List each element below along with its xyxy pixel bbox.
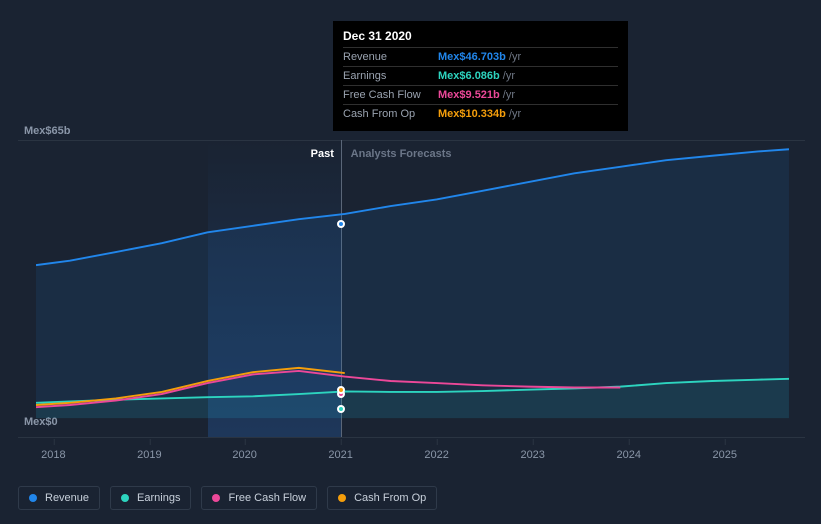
tooltip-metric-label: Revenue (343, 51, 438, 63)
tooltip-metric-value: Mex$46.703b (438, 51, 506, 63)
tooltip-metric-value: Mex$6.086b (438, 70, 500, 82)
x-axis-tick: 2022 (424, 449, 448, 461)
tooltip-metric-unit: /yr (509, 108, 521, 120)
legend-item[interactable]: Free Cash Flow (201, 486, 317, 510)
chart-legend: Revenue Earnings Free Cash Flow Cash From O… (18, 486, 437, 510)
tooltip-row: EarningsMex$6.086b/yr (343, 66, 618, 85)
y-axis-max-label: Mex$65b (24, 125, 70, 137)
tooltip-row: Free Cash FlowMex$9.521b/yr (343, 85, 618, 104)
section-label-past: Past (311, 148, 334, 160)
tooltip-metric-label: Earnings (343, 70, 438, 82)
x-axis-tick: 2021 (328, 449, 352, 461)
x-axis-tick: 2023 (520, 449, 544, 461)
legend-label: Free Cash Flow (228, 492, 306, 504)
highlight-band (208, 140, 340, 437)
legend-item[interactable]: Earnings (110, 486, 191, 510)
legend-color-dot (338, 494, 346, 502)
x-axis-tick: 2020 (232, 449, 256, 461)
gridline (18, 437, 805, 438)
tooltip-metric-unit: /yr (509, 51, 521, 63)
tooltip-metric-label: Free Cash Flow (343, 89, 438, 101)
tooltip-date: Dec 31 2020 (343, 29, 618, 47)
legend-color-dot (121, 494, 129, 502)
past-forecast-divider (341, 140, 342, 437)
x-axis-tick: 2019 (137, 449, 161, 461)
x-axis-tick: 2025 (712, 449, 736, 461)
legend-label: Revenue (45, 492, 89, 504)
legend-item[interactable]: Revenue (18, 486, 100, 510)
x-axis-tick: 2024 (616, 449, 640, 461)
tooltip-metric-value: Mex$9.521b (438, 89, 500, 101)
x-axis-tick: 2018 (41, 449, 65, 461)
legend-color-dot (29, 494, 37, 502)
legend-label: Earnings (137, 492, 180, 504)
chart-tooltip: Dec 31 2020 RevenueMex$46.703b/yrEarning… (333, 21, 628, 131)
tooltip-row: Cash From OpMex$10.334b/yr (343, 104, 618, 123)
section-label-forecast: Analysts Forecasts (351, 148, 452, 160)
y-axis-min-label: Mex$0 (24, 416, 58, 428)
legend-label: Cash From Op (354, 492, 426, 504)
tooltip-metric-value: Mex$10.334b (438, 108, 506, 120)
legend-item[interactable]: Cash From Op (327, 486, 437, 510)
tooltip-metric-unit: /yr (503, 70, 515, 82)
gridline (18, 140, 805, 141)
tooltip-metric-unit: /yr (503, 89, 515, 101)
legend-color-dot (212, 494, 220, 502)
tooltip-metric-label: Cash From Op (343, 108, 438, 120)
tooltip-row: RevenueMex$46.703b/yr (343, 47, 618, 66)
